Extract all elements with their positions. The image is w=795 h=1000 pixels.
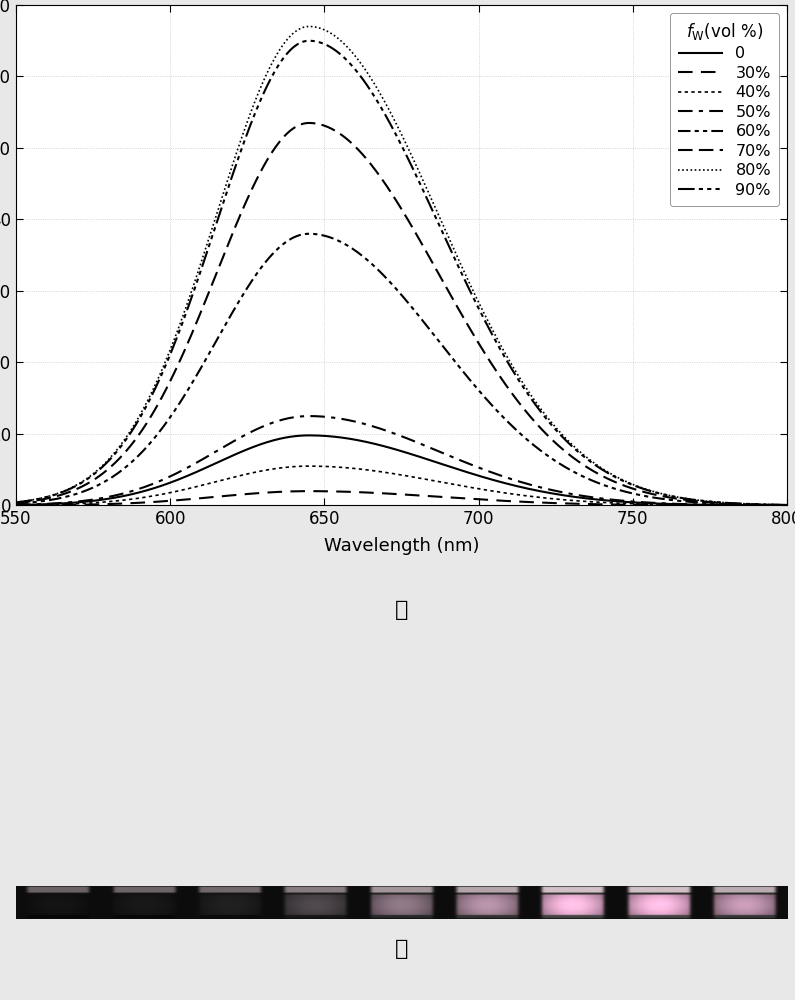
30% (782, 499, 792, 511)
90% (361, 78, 370, 90)
Line: 90%: 90% (16, 41, 787, 505)
50% (467, 459, 476, 471)
30% (593, 498, 603, 510)
60% (782, 499, 792, 511)
Line: 50%: 50% (16, 416, 787, 505)
50% (304, 410, 314, 422)
40% (148, 490, 157, 502)
Text: 下: 下 (395, 939, 408, 959)
40% (593, 496, 603, 508)
40% (782, 499, 792, 511)
70% (593, 468, 603, 480)
Line: 30%: 30% (16, 491, 787, 505)
90% (593, 461, 603, 473)
0 (467, 468, 476, 480)
30% (11, 499, 21, 511)
50% (593, 492, 603, 504)
80% (209, 216, 219, 228)
0 (593, 494, 603, 506)
Line: 70%: 70% (16, 123, 787, 505)
Line: 40%: 40% (16, 466, 787, 505)
80% (527, 391, 537, 403)
40% (304, 460, 314, 472)
60% (467, 376, 476, 388)
90% (148, 388, 157, 400)
90% (209, 224, 219, 236)
30% (209, 491, 219, 503)
0 (304, 429, 314, 441)
70% (361, 152, 370, 164)
70% (782, 499, 792, 511)
50% (148, 478, 157, 490)
60% (304, 228, 314, 240)
Line: 0: 0 (16, 435, 787, 505)
0 (527, 484, 537, 496)
80% (593, 460, 603, 472)
60% (361, 253, 370, 265)
80% (304, 20, 314, 32)
50% (527, 479, 537, 491)
80% (782, 499, 792, 511)
70% (527, 413, 537, 425)
80% (148, 385, 157, 397)
70% (304, 117, 314, 129)
50% (209, 447, 219, 459)
40% (209, 476, 219, 488)
X-axis label: Wavelength (nm): Wavelength (nm) (324, 537, 479, 555)
Line: 60%: 60% (16, 234, 787, 505)
Text: 上: 上 (395, 600, 408, 620)
70% (467, 326, 476, 338)
40% (527, 491, 537, 503)
30% (467, 493, 476, 505)
80% (361, 65, 370, 77)
60% (148, 435, 157, 447)
80% (467, 282, 476, 294)
40% (467, 482, 476, 494)
50% (782, 499, 792, 511)
60% (209, 339, 219, 351)
0 (11, 499, 21, 511)
70% (11, 497, 21, 509)
90% (782, 499, 792, 511)
40% (361, 464, 370, 476)
90% (304, 35, 314, 47)
90% (11, 496, 21, 508)
90% (467, 288, 476, 300)
30% (304, 485, 314, 497)
40% (11, 499, 21, 511)
0 (148, 483, 157, 495)
50% (11, 499, 21, 511)
0 (361, 436, 370, 448)
Legend: 0, 30%, 40%, 50%, 60%, 70%, 80%, 90%: 0, 30%, 40%, 50%, 60%, 70%, 80%, 90% (670, 13, 779, 206)
70% (209, 273, 219, 285)
Line: 80%: 80% (16, 26, 787, 505)
50% (361, 418, 370, 430)
70% (148, 408, 157, 420)
60% (527, 438, 537, 450)
30% (148, 496, 157, 508)
80% (11, 496, 21, 508)
0 (209, 458, 219, 470)
60% (11, 498, 21, 510)
90% (527, 394, 537, 406)
0 (782, 499, 792, 511)
30% (361, 486, 370, 498)
30% (527, 496, 537, 508)
60% (593, 477, 603, 489)
